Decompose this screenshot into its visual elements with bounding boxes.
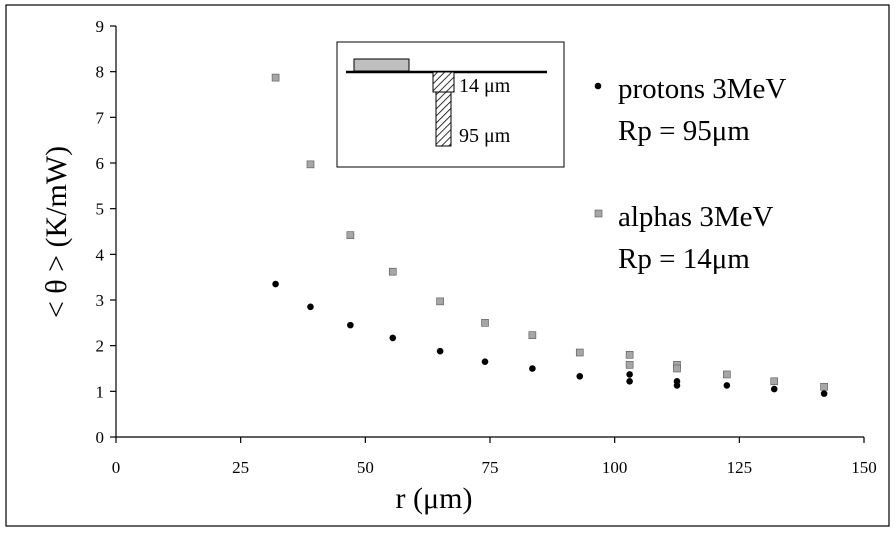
x-axis-title: r (μm) xyxy=(396,482,473,515)
y-axis-ticks: 0 1 2 3 4 5 6 7 8 9 xyxy=(96,17,116,447)
data-point-alphas xyxy=(481,319,489,327)
x-tick-label: 50 xyxy=(357,458,374,477)
data-point-protons xyxy=(820,390,828,397)
y-tick-label: 6 xyxy=(96,154,105,173)
y-tick-label: 0 xyxy=(96,428,105,447)
data-point-protons xyxy=(389,334,397,342)
series-protons xyxy=(272,280,828,397)
data-point-alphas xyxy=(346,231,355,239)
data-point-protons xyxy=(436,347,444,355)
data-point-alphas xyxy=(436,297,444,306)
data-point-protons xyxy=(723,382,731,389)
legend-label-protons: protons 3MeV xyxy=(618,73,786,105)
y-axis-title: < θ > (K/mW) xyxy=(40,146,73,318)
y-tick-label: 9 xyxy=(96,17,105,36)
inset-label-14um: 14 μm xyxy=(459,75,511,97)
y-tick-label: 1 xyxy=(96,382,105,401)
legend-annotation-protons: Rp = 95μm xyxy=(618,115,750,147)
data-point-protons xyxy=(673,382,681,389)
data-point-alphas xyxy=(820,382,828,391)
data-point-alphas xyxy=(388,267,397,276)
data-point-alphas xyxy=(770,377,779,386)
data-point-protons xyxy=(770,385,778,393)
data-point-alphas xyxy=(306,160,315,169)
x-tick-label: 150 xyxy=(851,458,877,477)
data-point-protons xyxy=(529,365,536,372)
legend-label-alphas: alphas 3MeV xyxy=(618,201,773,233)
y-tick-label: 7 xyxy=(96,108,105,127)
data-point-protons xyxy=(307,303,314,311)
data-point-alphas xyxy=(575,348,584,357)
legend-annotation-alphas: Rp = 14μm xyxy=(618,243,750,275)
inset-diagram: 14 μm 95 μm xyxy=(336,41,565,168)
inset-electrode xyxy=(353,58,410,72)
y-tick-label: 5 xyxy=(96,200,105,219)
series-alphas xyxy=(271,73,828,391)
data-point-protons xyxy=(576,372,584,380)
data-point-protons xyxy=(272,280,279,288)
inset-label-95um: 95 μm xyxy=(459,125,511,147)
x-axis-ticks: 0 25 50 75 100 125 150 xyxy=(112,437,877,477)
legend-marker-alphas xyxy=(594,209,603,218)
data-point-protons xyxy=(347,321,354,329)
data-point-protons xyxy=(481,358,489,365)
x-tick-label: 75 xyxy=(482,458,499,477)
data-point-alphas xyxy=(673,364,681,373)
inset-proton-range-block xyxy=(435,91,452,147)
data-point-protons xyxy=(626,371,633,378)
x-tick-label: 25 xyxy=(232,458,249,477)
y-tick-label: 4 xyxy=(96,245,105,264)
y-tick-label: 3 xyxy=(96,291,105,310)
legend-marker-protons xyxy=(594,82,602,90)
x-tick-label: 0 xyxy=(112,458,121,477)
data-point-alphas xyxy=(723,370,731,379)
y-tick-label: 8 xyxy=(96,63,105,82)
data-point-alphas xyxy=(528,331,537,339)
data-point-protons xyxy=(626,377,633,385)
data-point-alphas xyxy=(625,361,634,369)
x-tick-label: 100 xyxy=(602,458,628,477)
x-tick-label: 125 xyxy=(727,458,753,477)
legend: protons 3MeV Rp = 95μm alphas 3MeV Rp = … xyxy=(594,73,786,275)
data-point-alphas xyxy=(271,73,280,82)
inset-alpha-range-block xyxy=(432,71,455,93)
data-point-alphas xyxy=(625,350,634,359)
y-tick-label: 2 xyxy=(96,337,105,356)
